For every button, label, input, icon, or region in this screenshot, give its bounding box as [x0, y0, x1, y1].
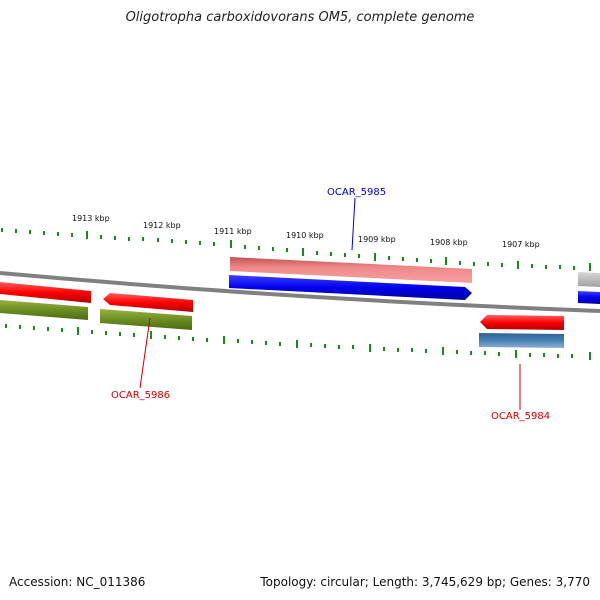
- gene-label-ocar-5984[interactable]: OCAR_5984: [491, 411, 550, 422]
- gene-arrow[interactable]: [479, 333, 564, 348]
- tick-label: 1910 kbp: [286, 231, 324, 240]
- gene-label-ocar-5985[interactable]: OCAR_5985: [327, 187, 386, 198]
- gene-arrow[interactable]: [103, 293, 193, 312]
- gene-arrow[interactable]: [229, 275, 472, 300]
- tick-label: 1907 kbp: [502, 240, 540, 249]
- gene-arrow[interactable]: [230, 257, 472, 283]
- callout-line-ocar-5986: [139, 317, 151, 389]
- genome-title: Oligotropha carboxidovorans OM5, complet…: [125, 10, 475, 25]
- tick-label: 1908 kbp: [430, 238, 468, 247]
- gene-arrow[interactable]: [0, 282, 91, 303]
- gene-arrow[interactable]: [578, 291, 600, 304]
- genome-summary-text: Topology: circular; Length: 3,745,629 bp…: [260, 575, 590, 589]
- gene-arrow[interactable]: [578, 272, 600, 287]
- kbp-labels: 1913 kbp 1912 kbp 1911 kbp 1910 kbp 1909…: [72, 214, 540, 249]
- tick-label: 1909 kbp: [358, 235, 396, 244]
- accession-text: Accession: NC_011386: [9, 575, 146, 589]
- lower-tick-row: [5, 324, 591, 360]
- upper-tick-row: [1, 228, 591, 271]
- tick-label: 1911 kbp: [214, 227, 252, 236]
- tick-label: 1912 kbp: [143, 221, 181, 230]
- tick-label: 1913 kbp: [72, 214, 110, 223]
- gene-label-ocar-5986[interactable]: OCAR_5986: [111, 390, 170, 401]
- callout-line-ocar-5985: [351, 197, 356, 251]
- genome-backbone: [0, 271, 600, 313]
- gene-arrow[interactable]: [100, 309, 192, 330]
- gene-arrow[interactable]: [0, 300, 88, 320]
- gene-arrow[interactable]: [480, 315, 564, 330]
